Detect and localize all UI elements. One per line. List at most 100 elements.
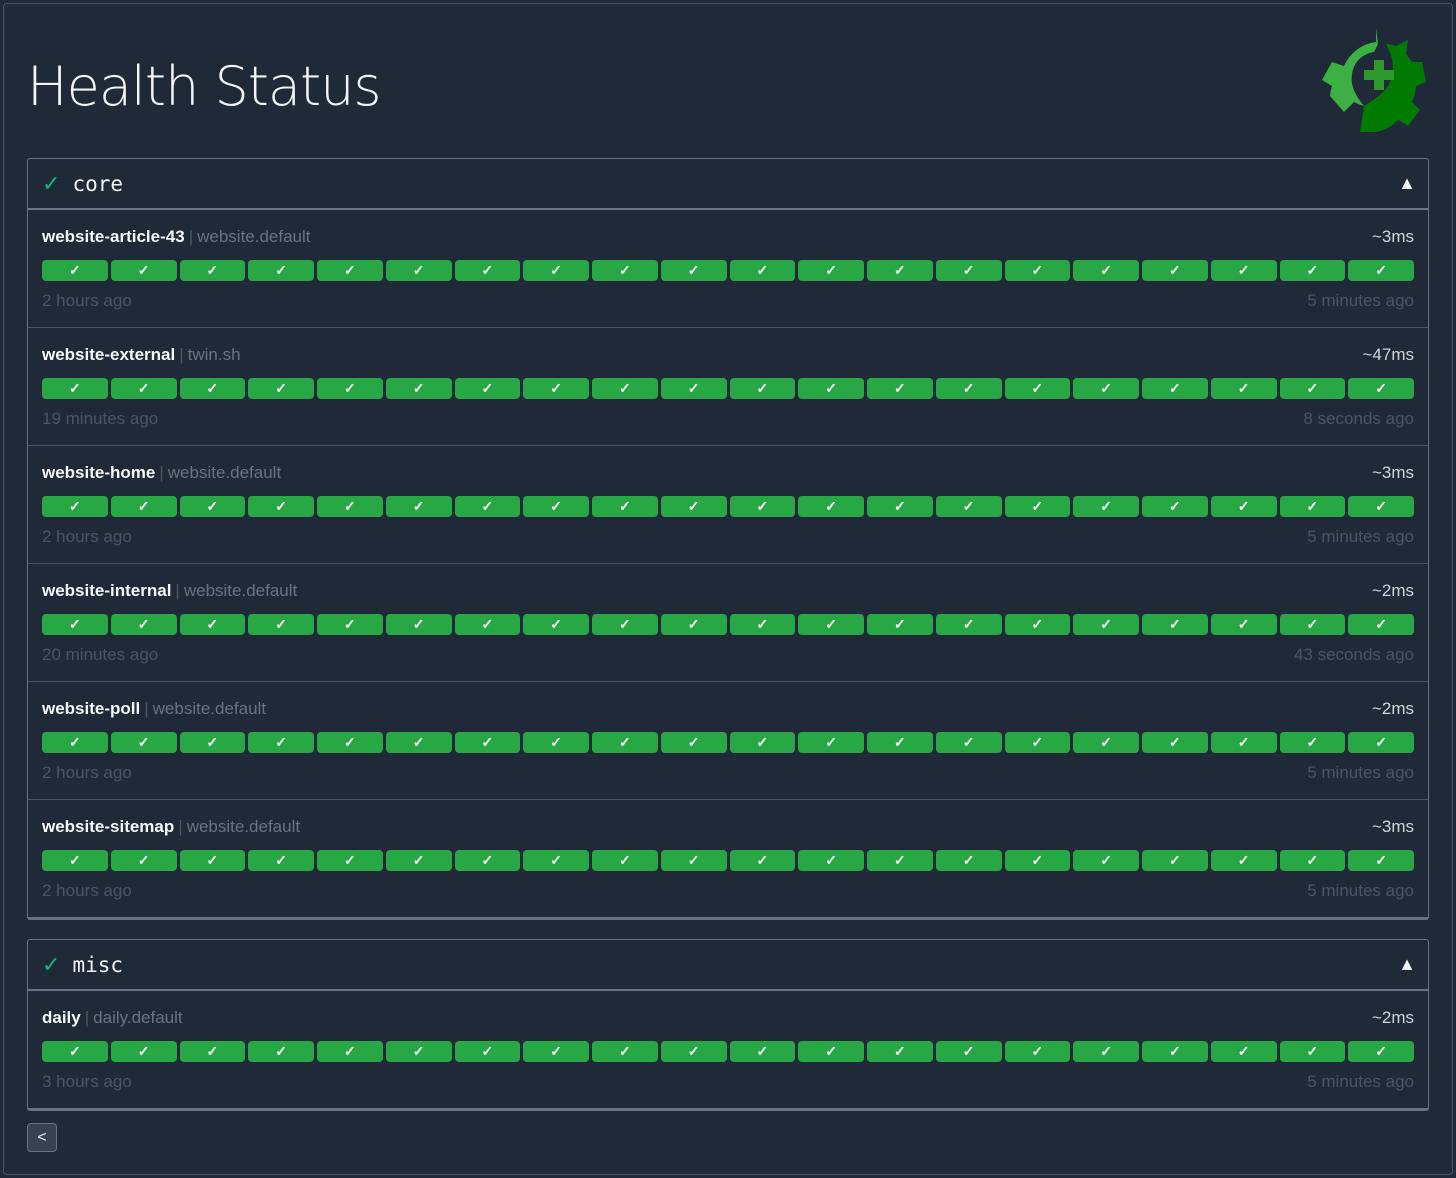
result-bar-success[interactable]: ✓ [1142,850,1208,871]
result-bar-success[interactable]: ✓ [660,1041,727,1062]
result-bar-success[interactable]: ✓ [1004,378,1071,399]
collapse-toggle-icon[interactable]: ▲ [1398,173,1416,193]
result-bar-success[interactable]: ✓ [385,1041,452,1062]
result-bar-success[interactable]: ✓ [385,732,452,753]
result-bar-success[interactable]: ✓ [1004,614,1071,635]
result-bar-success[interactable]: ✓ [1210,378,1277,399]
result-bar-success[interactable]: ✓ [1073,260,1139,281]
result-bar-success[interactable]: ✓ [385,496,452,517]
result-bar-success[interactable]: ✓ [248,260,314,281]
result-bar-success[interactable]: ✓ [660,378,727,399]
result-bar-success[interactable]: ✓ [1279,496,1346,517]
result-bar-success[interactable]: ✓ [1348,496,1414,517]
result-bar-success[interactable]: ✓ [798,496,864,517]
result-bar-success[interactable]: ✓ [660,614,727,635]
result-bar-success[interactable]: ✓ [798,850,864,871]
result-bar-success[interactable]: ✓ [248,850,314,871]
result-bar-success[interactable]: ✓ [592,614,658,635]
result-bar-success[interactable]: ✓ [1004,1041,1071,1062]
endpoint-name-link[interactable]: daily [42,1008,81,1027]
result-bar-success[interactable]: ✓ [1210,732,1277,753]
result-bar-success[interactable]: ✓ [110,850,177,871]
result-bar-success[interactable]: ✓ [867,496,933,517]
result-bar-success[interactable]: ✓ [1073,378,1139,399]
result-bar-success[interactable]: ✓ [179,614,246,635]
result-bar-success[interactable]: ✓ [729,496,796,517]
result-bar-success[interactable]: ✓ [867,260,933,281]
result-bar-success[interactable]: ✓ [1210,614,1277,635]
result-bar-success[interactable]: ✓ [454,732,521,753]
result-bar-success[interactable]: ✓ [660,850,727,871]
result-bar-success[interactable]: ✓ [935,850,1002,871]
result-bar-success[interactable]: ✓ [1279,614,1346,635]
result-bar-success[interactable]: ✓ [798,378,864,399]
result-bar-success[interactable]: ✓ [385,850,452,871]
result-bar-success[interactable]: ✓ [592,496,658,517]
result-bar-success[interactable]: ✓ [592,850,658,871]
endpoint-name-link[interactable]: website-home [42,463,156,482]
endpoint-name-link[interactable]: website-sitemap [42,817,175,836]
result-bar-success[interactable]: ✓ [1073,732,1139,753]
result-bar-success[interactable]: ✓ [1210,496,1277,517]
result-bar-success[interactable]: ✓ [798,732,864,753]
result-bar-success[interactable]: ✓ [1348,614,1414,635]
result-bar-success[interactable]: ✓ [1142,1041,1208,1062]
result-bar-success[interactable]: ✓ [592,732,658,753]
result-bar-success[interactable]: ✓ [110,1041,177,1062]
result-bar-success[interactable]: ✓ [1279,850,1346,871]
result-bar-success[interactable]: ✓ [110,496,177,517]
result-bar-success[interactable]: ✓ [385,614,452,635]
result-bar-success[interactable]: ✓ [523,378,589,399]
group-header[interactable]: ✓ core ▲ [28,159,1428,210]
result-bar-success[interactable]: ✓ [867,378,933,399]
result-bar-success[interactable]: ✓ [1210,850,1277,871]
result-bar-success[interactable]: ✓ [1004,732,1071,753]
result-bar-success[interactable]: ✓ [1073,850,1139,871]
result-bar-success[interactable]: ✓ [935,378,1002,399]
result-bar-success[interactable]: ✓ [523,732,589,753]
result-bar-success[interactable]: ✓ [523,1041,589,1062]
result-bar-success[interactable]: ✓ [729,378,796,399]
result-bar-success[interactable]: ✓ [867,732,933,753]
result-bar-success[interactable]: ✓ [592,378,658,399]
result-bar-success[interactable]: ✓ [248,496,314,517]
result-bar-success[interactable]: ✓ [317,850,383,871]
result-bar-success[interactable]: ✓ [42,732,108,753]
result-bar-success[interactable]: ✓ [523,614,589,635]
result-bar-success[interactable]: ✓ [179,496,246,517]
result-bar-success[interactable]: ✓ [42,378,108,399]
result-bar-success[interactable]: ✓ [317,732,383,753]
result-bar-success[interactable]: ✓ [179,260,246,281]
result-bar-success[interactable]: ✓ [867,614,933,635]
result-bar-success[interactable]: ✓ [1279,378,1346,399]
result-bar-success[interactable]: ✓ [179,732,246,753]
result-bar-success[interactable]: ✓ [248,1041,314,1062]
result-bar-success[interactable]: ✓ [1004,496,1071,517]
previous-page-button[interactable]: < [27,1123,57,1152]
result-bar-success[interactable]: ✓ [1004,260,1071,281]
result-bar-success[interactable]: ✓ [729,614,796,635]
result-bar-success[interactable]: ✓ [729,1041,796,1062]
result-bar-success[interactable]: ✓ [660,496,727,517]
result-bar-success[interactable]: ✓ [454,1041,521,1062]
result-bar-success[interactable]: ✓ [1073,496,1139,517]
result-bar-success[interactable]: ✓ [935,260,1002,281]
result-bar-success[interactable]: ✓ [1348,260,1414,281]
result-bar-success[interactable]: ✓ [42,496,108,517]
result-bar-success[interactable]: ✓ [1279,1041,1346,1062]
result-bar-success[interactable]: ✓ [42,1041,108,1062]
result-bar-success[interactable]: ✓ [1142,496,1208,517]
result-bar-success[interactable]: ✓ [110,260,177,281]
result-bar-success[interactable]: ✓ [935,496,1002,517]
result-bar-success[interactable]: ✓ [110,614,177,635]
result-bar-success[interactable]: ✓ [42,614,108,635]
result-bar-success[interactable]: ✓ [42,850,108,871]
result-bar-success[interactable]: ✓ [1210,1041,1277,1062]
result-bar-success[interactable]: ✓ [179,1041,246,1062]
result-bar-success[interactable]: ✓ [798,1041,864,1062]
result-bar-success[interactable]: ✓ [385,260,452,281]
result-bar-success[interactable]: ✓ [867,1041,933,1062]
result-bar-success[interactable]: ✓ [1142,260,1208,281]
endpoint-name-link[interactable]: website-article-43 [42,227,185,246]
result-bar-success[interactable]: ✓ [454,850,521,871]
